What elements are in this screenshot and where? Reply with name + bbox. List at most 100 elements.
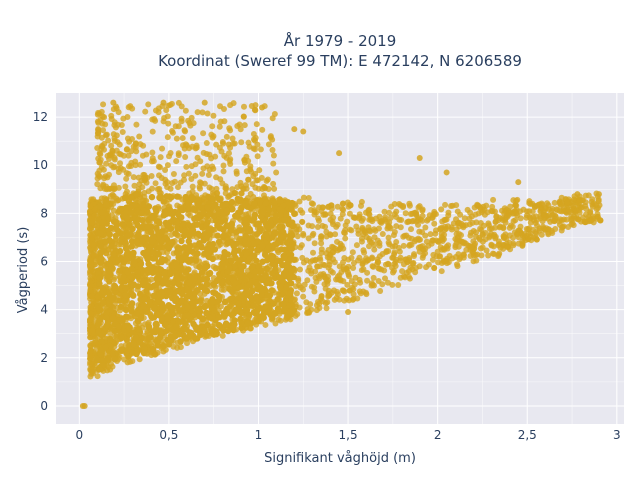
data-point [203,140,210,147]
data-point [174,224,181,232]
data-point [287,289,294,297]
data-point [422,224,429,231]
data-point [563,216,570,223]
data-point [238,320,245,327]
data-point [127,209,135,216]
data-point [277,197,284,204]
data-point [558,202,565,209]
data-point [87,361,94,368]
data-point [255,298,262,305]
data-point [186,232,193,240]
data-point [213,330,220,338]
data-point [502,219,509,226]
data-point [364,277,371,284]
data-point [259,258,266,265]
data-point [242,200,249,207]
data-point [169,317,177,324]
data-point [532,235,539,242]
data-point [218,278,225,285]
data-point [391,211,398,218]
data-point [136,133,143,140]
data-point [490,196,497,203]
data-point [120,166,127,173]
data-point [541,212,548,219]
data-point [133,310,140,317]
data-point [87,316,94,323]
data-point [306,309,313,316]
data-point [382,214,389,221]
data-point [322,223,329,230]
data-point [408,235,415,242]
data-point [402,274,409,281]
data-point [108,242,115,250]
data-point [556,221,563,228]
data-point [125,152,132,159]
data-point [177,307,184,314]
data-point [110,131,117,138]
data-point [334,203,341,210]
y-tick-label: 12 [33,110,48,124]
data-point [222,183,229,190]
data-point [162,210,170,218]
data-point [98,332,106,339]
data-point [87,208,94,215]
data-point [271,199,278,206]
data-point [99,357,107,364]
data-point [88,261,95,268]
data-point [95,155,102,162]
data-point [132,191,140,199]
data-point [341,297,348,304]
data-point [130,340,137,348]
data-point [204,321,211,329]
y-tick-label: 2 [40,351,48,365]
data-point [97,316,104,323]
data-point [507,203,514,210]
data-point [145,334,153,342]
data-point [135,326,143,333]
x-tick-label: 1 [255,428,263,442]
data-point [318,233,325,240]
data-point [323,305,330,312]
data-point [100,219,107,226]
data-point [192,335,199,342]
data-point [126,325,133,333]
data-point [87,354,94,361]
data-point [370,274,377,281]
data-point [139,267,147,274]
data-point [140,278,148,285]
data-point [130,174,137,181]
data-point [141,296,148,303]
data-point [115,109,122,116]
data-point [258,174,265,181]
data-point [427,231,434,238]
data-point [356,288,363,295]
data-point [99,299,107,306]
data-point [440,245,447,252]
data-point [388,203,395,210]
data-point [292,283,299,290]
data-point [269,147,276,154]
data-point [122,256,130,263]
data-point [389,269,396,276]
data-point [159,145,166,152]
data-point [238,263,245,270]
data-point [256,198,264,206]
data-point [155,273,162,281]
data-point [172,332,179,340]
data-point [346,287,353,294]
data-point [356,254,363,261]
data-point [488,242,495,249]
data-point [145,324,153,331]
data-point [106,278,113,285]
data-point [236,227,243,234]
data-point [256,228,263,235]
data-point [189,135,196,142]
data-point [158,307,166,315]
data-point [200,165,207,172]
x-tick-label: 0 [75,428,83,442]
data-point [103,314,110,321]
data-point [245,139,252,146]
data-point [594,211,601,218]
data-point [164,179,171,186]
data-point [279,262,286,269]
